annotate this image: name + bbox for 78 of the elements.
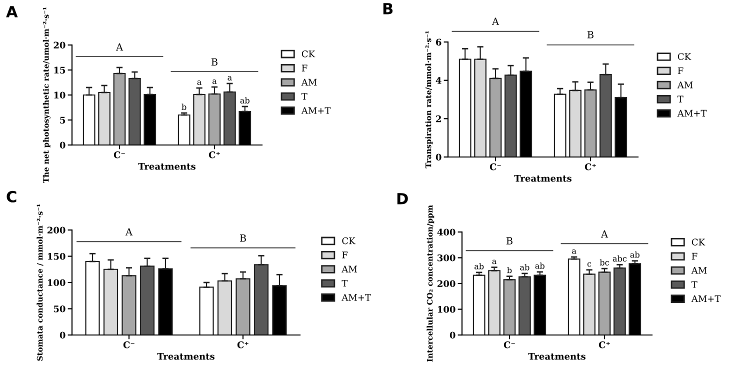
data-label: ab — [474, 263, 484, 270]
x-tick-label: C⁻ — [490, 163, 501, 170]
legend-label: F — [342, 252, 348, 258]
y-tick-label: 300 — [438, 254, 456, 262]
y-tick-label: 0 — [436, 154, 442, 161]
legend-label: AM — [301, 78, 317, 86]
legend-label: T — [342, 280, 348, 287]
legend-label: T — [677, 96, 684, 102]
y-tick-label: 2 — [436, 115, 441, 122]
x-tick-label: C⁻ — [504, 341, 515, 348]
ref-line-label: A — [125, 228, 133, 236]
legend-label: F — [302, 64, 308, 72]
x-tick-label: C⁻ — [114, 151, 125, 158]
legend-label: AM+T — [301, 107, 331, 114]
x-tick-label: C⁺ — [237, 341, 248, 348]
chart-title: C — [6, 190, 16, 202]
ref-line-label: B — [506, 237, 512, 244]
y-tick-label: 5 — [60, 116, 66, 124]
legend-label: AM+T — [342, 294, 371, 301]
legend-label: AM — [677, 82, 693, 88]
data-label: b — [182, 104, 186, 110]
x-axis-title: Treatments — [514, 175, 572, 182]
legend-label: AM+T — [677, 110, 707, 116]
legend-label: AM — [691, 267, 707, 274]
legend-label: CK — [302, 50, 316, 58]
x-axis-title: Treatments — [528, 353, 586, 360]
y-tick-label: 4 — [436, 77, 442, 84]
y-tick-label: 0 — [60, 142, 66, 149]
y-tick-label: 200 — [48, 226, 66, 234]
ref-line-label: B — [211, 58, 218, 66]
y-tick-label: 10 — [54, 92, 66, 99]
data-label: a — [212, 80, 217, 84]
x-tick-label: C⁻ — [123, 341, 134, 348]
x-tick-label: C⁺ — [584, 163, 596, 170]
ref-line-label: A — [116, 43, 124, 50]
y-tick-label: 400 — [437, 228, 456, 236]
data-label: c — [587, 262, 592, 267]
x-tick-label: C⁺ — [598, 341, 610, 348]
ref-line-label: B — [240, 234, 246, 242]
legend-label: CK — [692, 238, 706, 246]
y-tick-label: 200 — [438, 280, 456, 288]
data-label: ab — [240, 97, 250, 104]
legend-label: T — [691, 281, 698, 288]
legend-label: T — [301, 93, 308, 100]
legend-label: F — [692, 252, 698, 260]
data-label: a — [492, 260, 496, 264]
data-label: a — [572, 249, 576, 254]
x-axis-title: Treatments — [138, 163, 196, 170]
ref-line-label: A — [492, 18, 500, 25]
y-tick-label: 6 — [436, 38, 442, 46]
x-axis-title: Treatments — [157, 353, 214, 360]
data-label: a — [197, 80, 202, 85]
y-tick-label: 100 — [438, 306, 456, 313]
y-tick-label: 20 — [54, 42, 66, 49]
legend-label: F — [678, 67, 684, 74]
y-tick-label: 0 — [450, 332, 456, 339]
y-tick-label: 150 — [48, 252, 66, 260]
data-label: bc — [600, 259, 609, 266]
y-tick-label: 15 — [54, 66, 66, 74]
chart-title: B — [383, 3, 393, 14]
data-label: ab — [630, 252, 640, 258]
y-tick-label: 100 — [48, 279, 66, 286]
ref-line-label: B — [587, 31, 594, 38]
ref-line-label: A — [600, 230, 608, 238]
data-label: abc — [612, 255, 627, 262]
legend-label: CK — [342, 237, 356, 244]
data-label: ab — [535, 262, 544, 269]
data-label: b — [507, 266, 512, 274]
x-tick-label: C⁺ — [208, 151, 220, 158]
data-label: a — [228, 76, 232, 80]
y-tick-label: 50 — [54, 305, 66, 312]
legend-label: AM+T — [691, 295, 721, 302]
chart-title: A — [6, 6, 18, 18]
chart-title: D — [397, 193, 408, 204]
legend-label: CK — [678, 53, 692, 60]
y-tick-label: 0 — [60, 332, 66, 339]
legend-label: AM — [342, 266, 357, 272]
data-label: ab — [520, 264, 530, 270]
